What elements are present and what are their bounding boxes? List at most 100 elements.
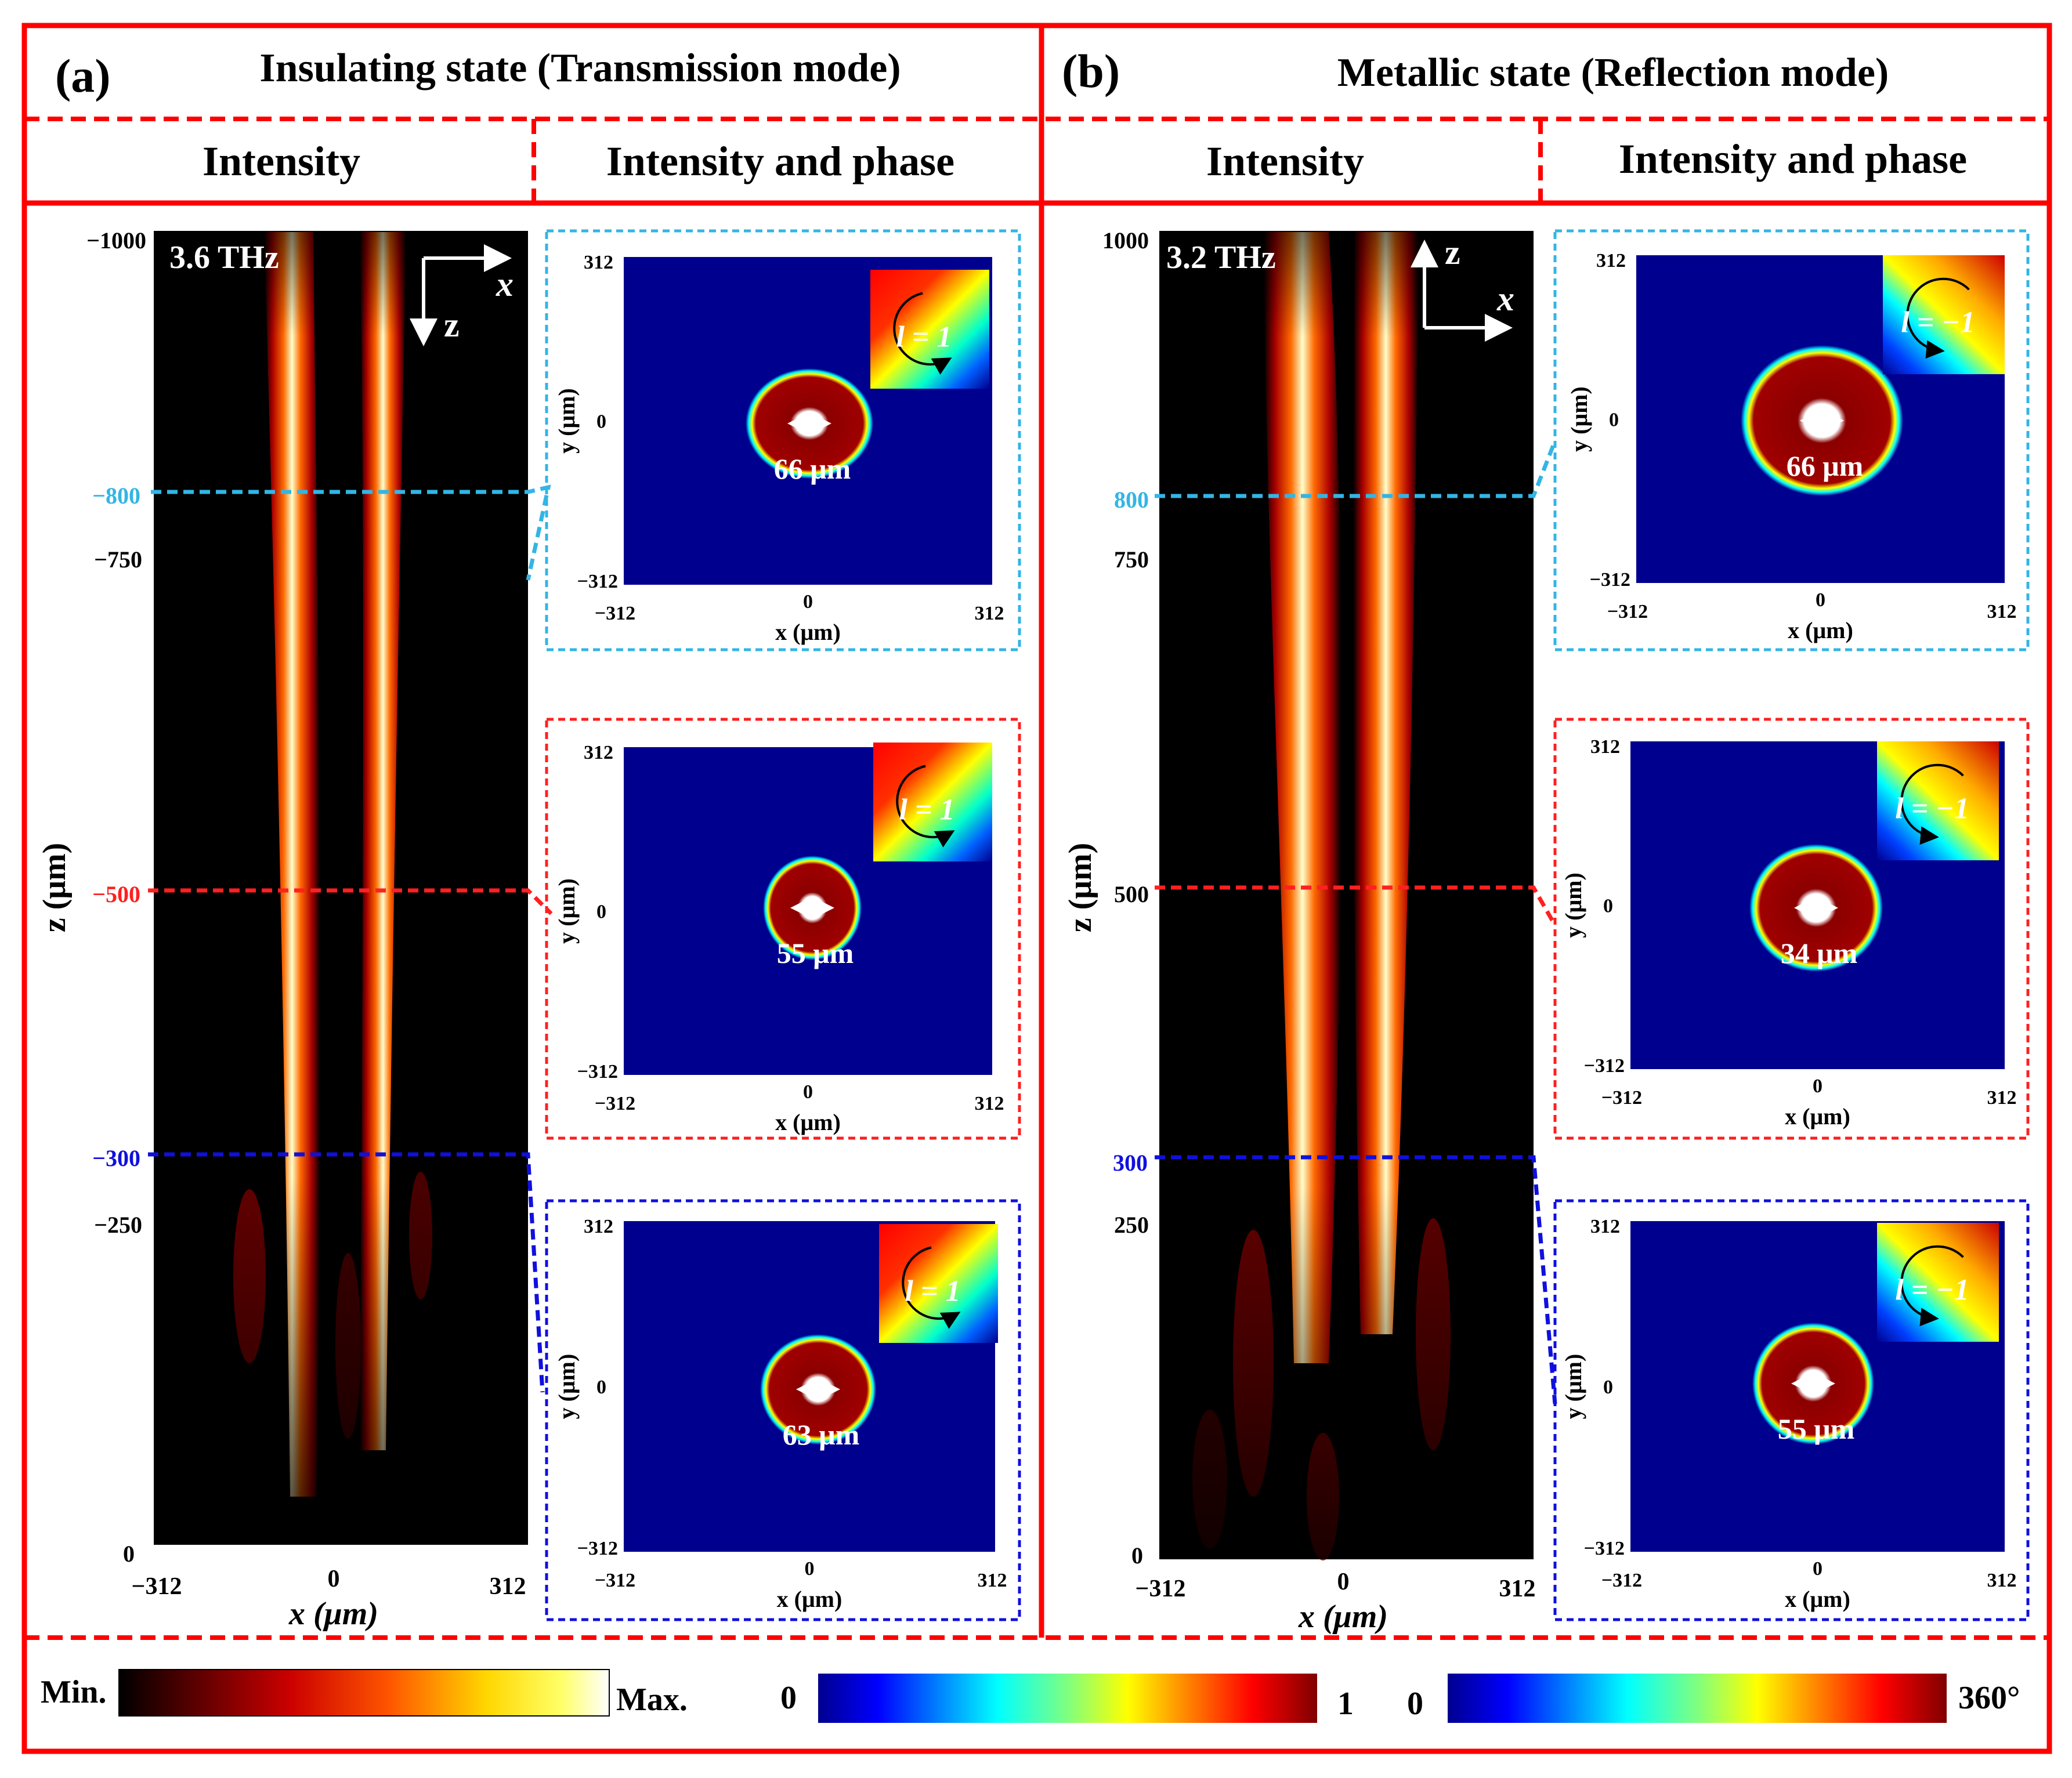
topological-charge: l = −1 bbox=[1895, 1274, 1969, 1307]
inset-xlabel: x (μm) bbox=[775, 619, 841, 645]
panel-a-ztick-800: −800 bbox=[92, 483, 140, 509]
panel-b-ztick-300: 300 bbox=[1113, 1150, 1148, 1176]
panel-a-cut-500 bbox=[148, 888, 553, 915]
inset-frame bbox=[1553, 718, 2030, 1140]
panel-a-ztick-1000: −1000 bbox=[86, 227, 146, 254]
vortex-diameter: 55 μm bbox=[777, 937, 854, 969]
panel-a-xtick-min: −312 bbox=[132, 1573, 182, 1600]
panel-b-xtick-min: −312 bbox=[1136, 1576, 1186, 1602]
panel-a-inset-3: l = 1 63 μm 312 0 −312 −312 0 312 x (μm) y (μm) bbox=[545, 1199, 1021, 1621]
panel-b-axis-arrows: x z bbox=[1411, 233, 1514, 342]
panel-b-ztick-0: 0 bbox=[1131, 1542, 1143, 1569]
topological-charge: l = 1 bbox=[899, 794, 954, 827]
panel-a-xtick-0: 0 bbox=[328, 1566, 340, 1592]
panel-a-arrow-z: z bbox=[444, 306, 460, 344]
vortex-circulation-arrow bbox=[1900, 763, 1964, 845]
panel-a-axis-arrows: x z bbox=[410, 244, 514, 346]
inset-ytick-0: 0 bbox=[596, 901, 606, 923]
inset-frame bbox=[1553, 229, 2030, 651]
vortex-diameter: 55 μm bbox=[1778, 1413, 1855, 1445]
inset-xtick-0: 0 bbox=[803, 1081, 813, 1103]
panel-a-col-phase: Intensity and phase bbox=[606, 138, 954, 184]
vortex-diameter: 66 μm bbox=[774, 452, 851, 485]
inset-ytick-0: 0 bbox=[1603, 896, 1613, 917]
amplitude-colorbar-max: 1 bbox=[1337, 1686, 1354, 1722]
inset-xtick-max: 312 bbox=[1987, 1570, 2017, 1591]
inset-ytick-0: 0 bbox=[596, 411, 606, 433]
panel-b-title: Metallic state (Reflection mode) bbox=[1337, 50, 1889, 95]
panel-a-col-intensity: Intensity bbox=[203, 138, 360, 184]
inset-ylabel: y (μm) bbox=[1560, 1354, 1586, 1419]
inset-xlabel: x (μm) bbox=[1785, 1586, 1850, 1612]
inset-ylabel: y (μm) bbox=[554, 388, 580, 454]
inset-xtick-max: 312 bbox=[1987, 601, 2017, 622]
topological-charge: l = −1 bbox=[1901, 306, 1975, 339]
panel-a-inset-2: l = 1 55 μm 312 0 −312 −312 0 312 x (μm) y (μm) bbox=[545, 718, 1021, 1140]
panel-b-ztick-750: 750 bbox=[1114, 546, 1149, 573]
panel-b-cut-800 bbox=[1155, 440, 1557, 498]
panel-a-cut-800 bbox=[151, 484, 551, 581]
inset-ytick-min: −312 bbox=[1584, 1538, 1625, 1559]
panel-b-label: (b) bbox=[1062, 45, 1120, 97]
intensity-colorbar bbox=[118, 1669, 610, 1717]
panel-a-zlabel: z (μm) bbox=[37, 843, 73, 933]
inset-ytick-0: 0 bbox=[1609, 410, 1619, 431]
phase-colorbar-max: 360° bbox=[1958, 1680, 2020, 1716]
panel-b-inset-3: l = −1 55 μm 312 0 −312 −312 0 312 x (μm) y (μm) bbox=[1553, 1199, 2030, 1621]
inset-ytick-min: −312 bbox=[577, 1061, 618, 1082]
intensity-colorbar-min: Min. bbox=[41, 1674, 107, 1710]
panel-b-ztick-500: 500 bbox=[1114, 881, 1149, 907]
inset-xtick-min: −312 bbox=[1601, 1087, 1642, 1109]
vortex-diameter: 63 μm bbox=[783, 1418, 860, 1451]
intensity-colorbar-max: Max. bbox=[616, 1682, 688, 1718]
inset-ylabel: y (μm) bbox=[1566, 386, 1592, 452]
panel-a-ztick-750: −750 bbox=[94, 546, 142, 573]
panel-a-cut-300 bbox=[148, 1152, 545, 1393]
panel-b-cut-500 bbox=[1155, 885, 1557, 926]
panel-b-xtick-0: 0 bbox=[1337, 1569, 1350, 1595]
inset-ytick-0: 0 bbox=[596, 1377, 606, 1398]
inset-xlabel: x (μm) bbox=[777, 1586, 842, 1612]
insets: l = 1 66 μm 312 0 −312 −312 0 312 x (μm) y (μm) l … bbox=[545, 229, 2030, 1621]
inset-ytick-min: −312 bbox=[577, 1538, 618, 1559]
inset-ytick-max: 312 bbox=[1590, 736, 1620, 758]
inset-xtick-min: −312 bbox=[1601, 1570, 1642, 1591]
inset-ytick-max: 312 bbox=[584, 252, 613, 273]
inset-ylabel: y (μm) bbox=[1560, 872, 1586, 938]
inset-xtick-max: 312 bbox=[975, 603, 1004, 624]
panel-b-zlabel: z (μm) bbox=[1062, 843, 1098, 933]
panel-b-cut-300 bbox=[1155, 1155, 1557, 1404]
topological-charge: l = 1 bbox=[905, 1275, 960, 1308]
inset-ytick-max: 312 bbox=[584, 1216, 613, 1237]
panel-b-col-intensity: Intensity bbox=[1206, 138, 1364, 184]
phase-colorbar bbox=[1448, 1674, 1947, 1723]
inset-xtick-0: 0 bbox=[1813, 1558, 1823, 1580]
vortex-circulation-arrow bbox=[893, 292, 952, 375]
inset-ytick-max: 312 bbox=[1596, 250, 1626, 271]
inset-xlabel: x (μm) bbox=[1788, 617, 1853, 643]
inset-xlabel: x (μm) bbox=[775, 1109, 841, 1135]
panel-a-xlabel: x (μm) bbox=[288, 1596, 378, 1632]
amplitude-colorbar-min: 0 bbox=[780, 1680, 797, 1716]
panel-a-inset-1: l = 1 66 μm 312 0 −312 −312 0 312 x (μm) y (μm) bbox=[545, 229, 1021, 651]
inset-xtick-0: 0 bbox=[1813, 1076, 1823, 1097]
frame bbox=[21, 23, 2052, 1754]
inset-frame bbox=[545, 1199, 1021, 1621]
vortex-circulation-arrow bbox=[896, 765, 955, 848]
colorbars: Min. Max. 0 1 0 360° bbox=[41, 1669, 2020, 1723]
vortex-diameter: 66 μm bbox=[1787, 450, 1864, 482]
panel-a-ztick-300: −300 bbox=[92, 1145, 140, 1171]
phase-colorbar-min: 0 bbox=[1407, 1686, 1423, 1722]
inset-xlabel: x (μm) bbox=[1785, 1103, 1850, 1129]
inset-xtick-min: −312 bbox=[595, 1570, 635, 1591]
inset-frame bbox=[545, 229, 1021, 651]
amplitude-colorbar bbox=[818, 1674, 1317, 1723]
inset-ylabel: y (μm) bbox=[554, 878, 580, 944]
panel-a-title: Insulating state (Transmission mode) bbox=[259, 46, 901, 90]
panel-a-ztick-250: −250 bbox=[94, 1212, 142, 1238]
inset-xtick-min: −312 bbox=[595, 603, 635, 624]
panel-b-freq: 3.2 THz bbox=[1166, 240, 1276, 276]
panel-a-xtick-max: 312 bbox=[490, 1573, 526, 1600]
panel-b-xtick-max: 312 bbox=[1499, 1576, 1536, 1602]
panel-b-inset-2: l = −1 34 μm 312 0 −312 −312 0 312 x (μm) y (μm) bbox=[1553, 718, 2030, 1140]
